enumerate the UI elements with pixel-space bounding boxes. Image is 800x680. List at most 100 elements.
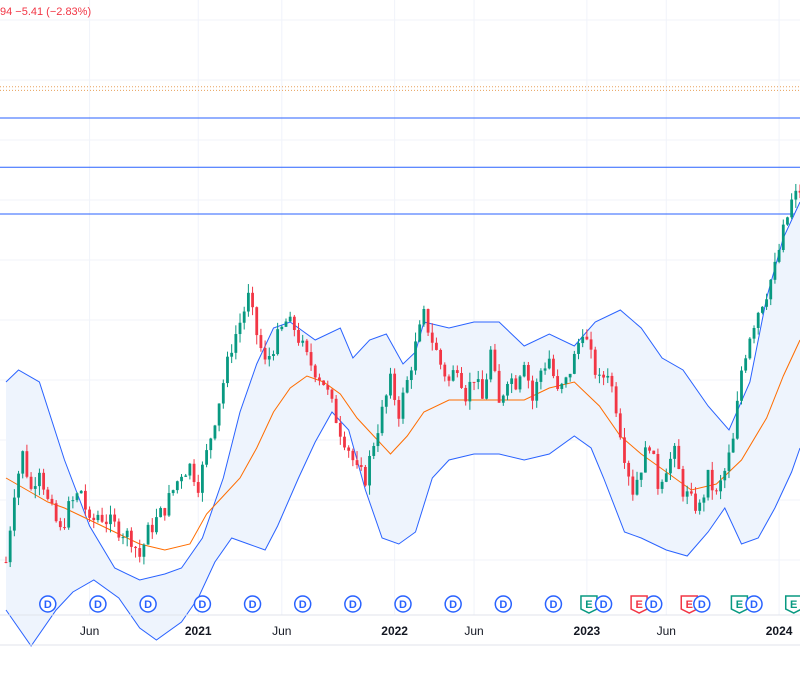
earnings-label: E bbox=[585, 599, 592, 611]
candle-body bbox=[33, 486, 37, 489]
dividend-label: D bbox=[299, 599, 307, 611]
candle-body bbox=[58, 521, 62, 528]
dividend-marker: D bbox=[494, 595, 513, 613]
candle-body bbox=[284, 321, 288, 327]
candle-body bbox=[4, 562, 8, 563]
dotted-levels bbox=[0, 86, 800, 91]
candle-body bbox=[468, 381, 472, 402]
candle-body bbox=[288, 316, 292, 322]
dividend-circle bbox=[644, 595, 663, 613]
candle-body bbox=[84, 490, 87, 510]
earnings-marker: E bbox=[784, 595, 800, 614]
candle-body bbox=[464, 387, 468, 402]
earnings-shape bbox=[630, 595, 648, 614]
dividend-circle bbox=[745, 595, 763, 613]
candle-body bbox=[602, 374, 605, 378]
earnings-marker: E bbox=[680, 595, 699, 614]
candle-body bbox=[489, 349, 493, 380]
earnings-shape bbox=[784, 595, 800, 614]
candle-body bbox=[522, 364, 526, 377]
candle-body bbox=[669, 458, 672, 474]
candle-body bbox=[786, 217, 789, 225]
candle-body bbox=[706, 469, 710, 498]
bollinger-fill bbox=[6, 202, 800, 646]
candle-body bbox=[134, 546, 137, 549]
candle-body bbox=[175, 481, 179, 491]
candle-body bbox=[46, 489, 50, 499]
candle-body bbox=[259, 335, 263, 349]
dividend-label: D bbox=[650, 599, 658, 611]
candle-body bbox=[267, 356, 271, 360]
candle-body bbox=[201, 464, 204, 493]
candle-body bbox=[405, 380, 409, 393]
candle-body bbox=[238, 322, 242, 335]
candle-body bbox=[180, 476, 183, 482]
candle-body bbox=[418, 324, 422, 342]
x-tick-label: Jun bbox=[657, 624, 676, 638]
candle-body bbox=[439, 349, 443, 365]
candle-body bbox=[539, 370, 543, 382]
candle-body bbox=[305, 340, 309, 353]
candle-body bbox=[447, 376, 451, 381]
candle-body bbox=[435, 342, 438, 350]
candle-body bbox=[476, 379, 480, 382]
dividend-marker: D bbox=[139, 595, 157, 613]
dividend-marker: D bbox=[644, 595, 663, 613]
dividend-label: D bbox=[94, 599, 102, 611]
candle-body bbox=[485, 379, 488, 399]
x-tick-label: Jun bbox=[464, 624, 483, 638]
candle-body bbox=[117, 521, 121, 538]
candle-body bbox=[781, 224, 785, 250]
candle-body bbox=[359, 465, 363, 467]
candle-body bbox=[79, 490, 83, 494]
dividend-label: D bbox=[249, 599, 257, 611]
candles bbox=[4, 183, 800, 568]
candle-body bbox=[535, 381, 539, 401]
candle-body bbox=[777, 249, 781, 262]
candle-body bbox=[585, 336, 589, 340]
dividend-circle bbox=[193, 595, 212, 613]
candle-body bbox=[92, 517, 96, 521]
candle-body bbox=[547, 358, 551, 369]
candle-body bbox=[560, 383, 564, 389]
candle-body bbox=[213, 425, 217, 439]
candle-body bbox=[577, 343, 580, 354]
dividend-circle bbox=[39, 595, 57, 613]
candle-body bbox=[443, 364, 447, 377]
dividend-circle bbox=[344, 595, 362, 613]
candle-body bbox=[29, 476, 33, 489]
earnings-label: E bbox=[790, 599, 797, 611]
earnings-shape bbox=[580, 595, 598, 614]
dividend-label: D bbox=[198, 599, 206, 611]
candle-body bbox=[694, 493, 697, 511]
candle-body bbox=[790, 199, 794, 218]
candle-body bbox=[702, 497, 706, 503]
dividend-marker: D bbox=[39, 595, 57, 613]
earnings-shape bbox=[680, 595, 699, 614]
dividend-marker: D bbox=[193, 595, 212, 613]
candle-body bbox=[125, 530, 129, 538]
dividend-label: D bbox=[750, 599, 758, 611]
candle-body bbox=[276, 329, 280, 355]
candle-body bbox=[376, 433, 380, 447]
earnings-shape bbox=[730, 595, 749, 614]
candle-body bbox=[769, 279, 773, 300]
candle-body bbox=[88, 509, 91, 518]
dividend-marker: D bbox=[243, 595, 262, 613]
candle-body bbox=[401, 392, 405, 419]
candle-body bbox=[756, 312, 760, 328]
candle-body bbox=[104, 521, 108, 525]
candle-body bbox=[368, 455, 371, 486]
candle-body bbox=[246, 292, 250, 312]
dividend-circle bbox=[243, 595, 262, 613]
candle-body bbox=[389, 373, 392, 396]
x-tick-label: 2023 bbox=[574, 624, 601, 638]
dividend-marker: D bbox=[544, 595, 563, 613]
dividend-marker: D bbox=[293, 595, 312, 613]
price-change-readout: 94 −5.41 (−2.83%) bbox=[0, 6, 92, 18]
candle-body bbox=[146, 524, 150, 545]
x-tick-label: 2022 bbox=[381, 624, 408, 638]
candle-body bbox=[142, 544, 146, 557]
candle-body bbox=[393, 373, 397, 400]
